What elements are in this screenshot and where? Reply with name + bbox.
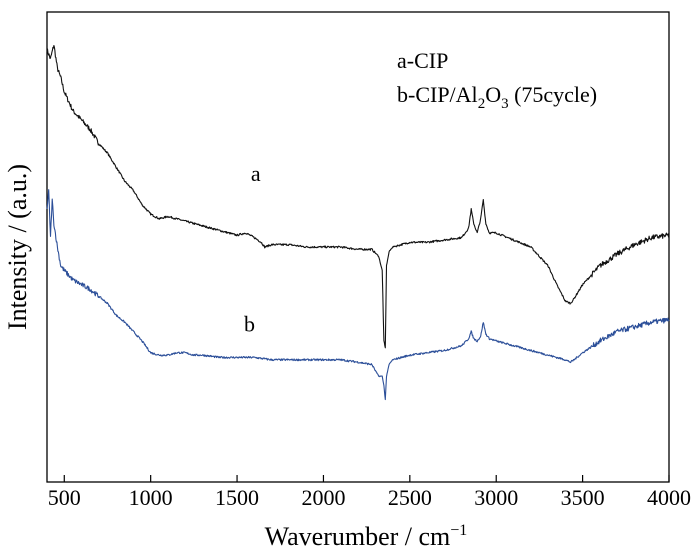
x-tick-label: 2000 (301, 485, 345, 510)
legend-entry-b: b-CIP/Al2O3 (75cycle) (397, 82, 597, 112)
x-tick-label: 1500 (215, 485, 259, 510)
x-tick-label: 3500 (561, 485, 605, 510)
curve-labels: ab (244, 161, 261, 336)
x-tick-label: 4000 (647, 485, 691, 510)
x-tick-label: 1000 (129, 485, 173, 510)
series-line-b (46, 189, 670, 401)
curve-label-b: b (244, 312, 255, 337)
legend-entry-a: a-CIP (397, 48, 448, 73)
x-axis-ticks: 500 1000 1500 2000 2500 3000 3500 4000 (48, 475, 691, 510)
plot-frame (46, 11, 670, 483)
x-tick-label: 2500 (388, 485, 432, 510)
legend: a-CIP b-CIP/Al2O3 (75cycle) (397, 48, 597, 112)
curve-label-a: a (251, 161, 261, 186)
x-tick-label: 500 (48, 485, 81, 510)
series-line-a (46, 44, 670, 349)
series-group (46, 44, 670, 401)
x-axis-title: Waverumber / cm−1 (265, 522, 468, 551)
y-axis-title: Intensity / (a.u.) (3, 164, 32, 330)
x-tick-label: 3000 (474, 485, 518, 510)
